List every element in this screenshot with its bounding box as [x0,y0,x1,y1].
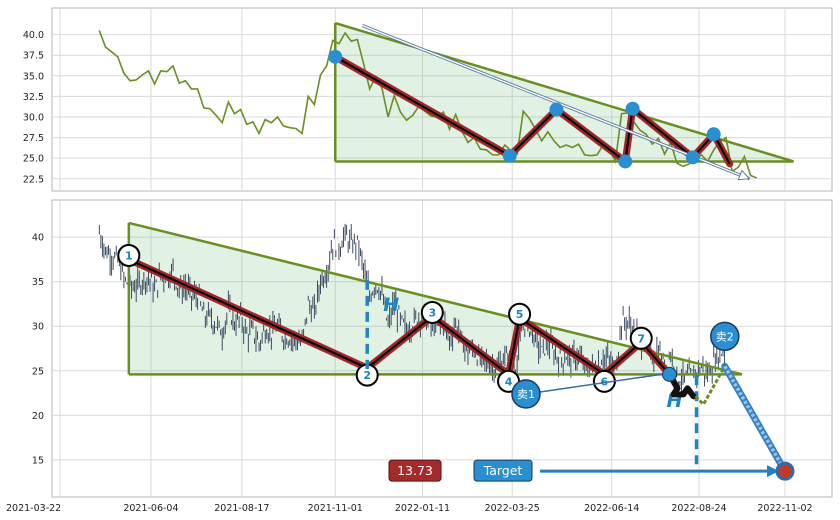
x-tick-label: 2022-01-11 [395,503,450,514]
x-axis-ticks: 2021-03-22 2021-06-04 2021-08-17 2021-11-01… [6,503,813,514]
bottom-y-tick-label: 30 [32,322,44,333]
x-tick-label: 2021-08-17 [214,503,269,514]
breakout-scribble [666,371,697,400]
bottom-y-tick-label: 40 [32,233,44,244]
sell-2-label: 卖2 [716,330,734,343]
target-point [775,461,795,481]
top-y-tick-label: 30.0 [23,112,44,123]
target-label: Target [483,463,523,478]
x-tick-label: 2021-06-04 [123,503,178,514]
top-price-line [98,30,758,179]
top-pivot-dot [502,148,517,163]
pivot-marker-label: 7 [637,332,645,345]
sell-1-point [661,366,677,382]
pivot-marker-circle [117,243,141,267]
pattern-height-label: H [383,294,399,316]
bottom-y-tick-label: 20 [32,411,44,422]
sell-2-badge [710,321,740,352]
top-y-tick-label: 32.5 [23,92,44,103]
sell-1-label: 卖1 [517,388,535,401]
x-tick-label: 2022-11-02 [757,503,812,514]
pivot-marker-circle [508,302,532,326]
top-y-tick-label: 22.5 [23,174,44,185]
sell-1-leader [539,373,662,393]
top-pivot-dot [328,49,343,64]
top-y-tick-label: 40.0 [23,30,44,41]
top-pivot-dot [618,154,633,169]
x-tick-label: 2021-11-01 [308,503,363,514]
x-tick-label: 2022-03-25 [485,503,540,514]
top-triangle-pattern [328,21,794,181]
top-pivot-dot [549,102,564,117]
top-pivot-dot [706,127,721,142]
top-y-tick-label: 25.0 [23,154,44,165]
top-pivot-dot [685,150,700,165]
sell-1-badge [511,379,541,409]
bottom-y-tick-label: 15 [32,455,44,466]
target-value-badge [388,459,442,482]
bottom-y-tick-label: 35 [32,277,44,288]
pivot-marker-label: 1 [125,249,133,262]
target-value: 13.73 [397,463,433,478]
top-y-tick-label: 37.5 [23,51,44,62]
top-price-panel: 40.0 37.5 35.0 32.5 30.0 27.5 25.0 22.5 [23,7,833,192]
target-badge [473,459,533,482]
top-projection-arrowhead [737,169,751,181]
pivot-marker-label: 4 [505,375,513,388]
top-y-axis-ticks: 40.0 37.5 35.0 32.5 30.0 27.5 25.0 22.5 [23,30,44,185]
pivot-marker-label: 5 [516,308,524,321]
top-projection-arrow [362,24,750,180]
bottom-y-tick-label: 25 [32,366,44,377]
top-pivot-dot [625,101,640,116]
pivot-marker-label: 6 [601,375,609,388]
pivot-marker-label: 2 [363,369,371,382]
top-y-tick-label: 27.5 [23,133,44,144]
sell-2-drop-line [723,365,787,473]
top-price-series [98,30,758,179]
breakout-retest-path [694,365,727,407]
pivot-marker-circle [629,326,653,350]
target-arrowhead [767,465,779,478]
pivot-marker-label: 3 [429,306,437,319]
x-tick-label: 2022-08-24 [671,503,726,514]
bottom-plot-area [51,199,833,498]
pivot-marker-circle [420,300,444,324]
x-tick-label: 2021-03-22 [6,503,61,514]
bottom-y-axis-ticks: 40 35 30 25 20 15 [32,233,44,467]
top-y-tick-label: 35.0 [23,71,44,82]
x-tick-label: 2022-06-14 [584,503,639,514]
